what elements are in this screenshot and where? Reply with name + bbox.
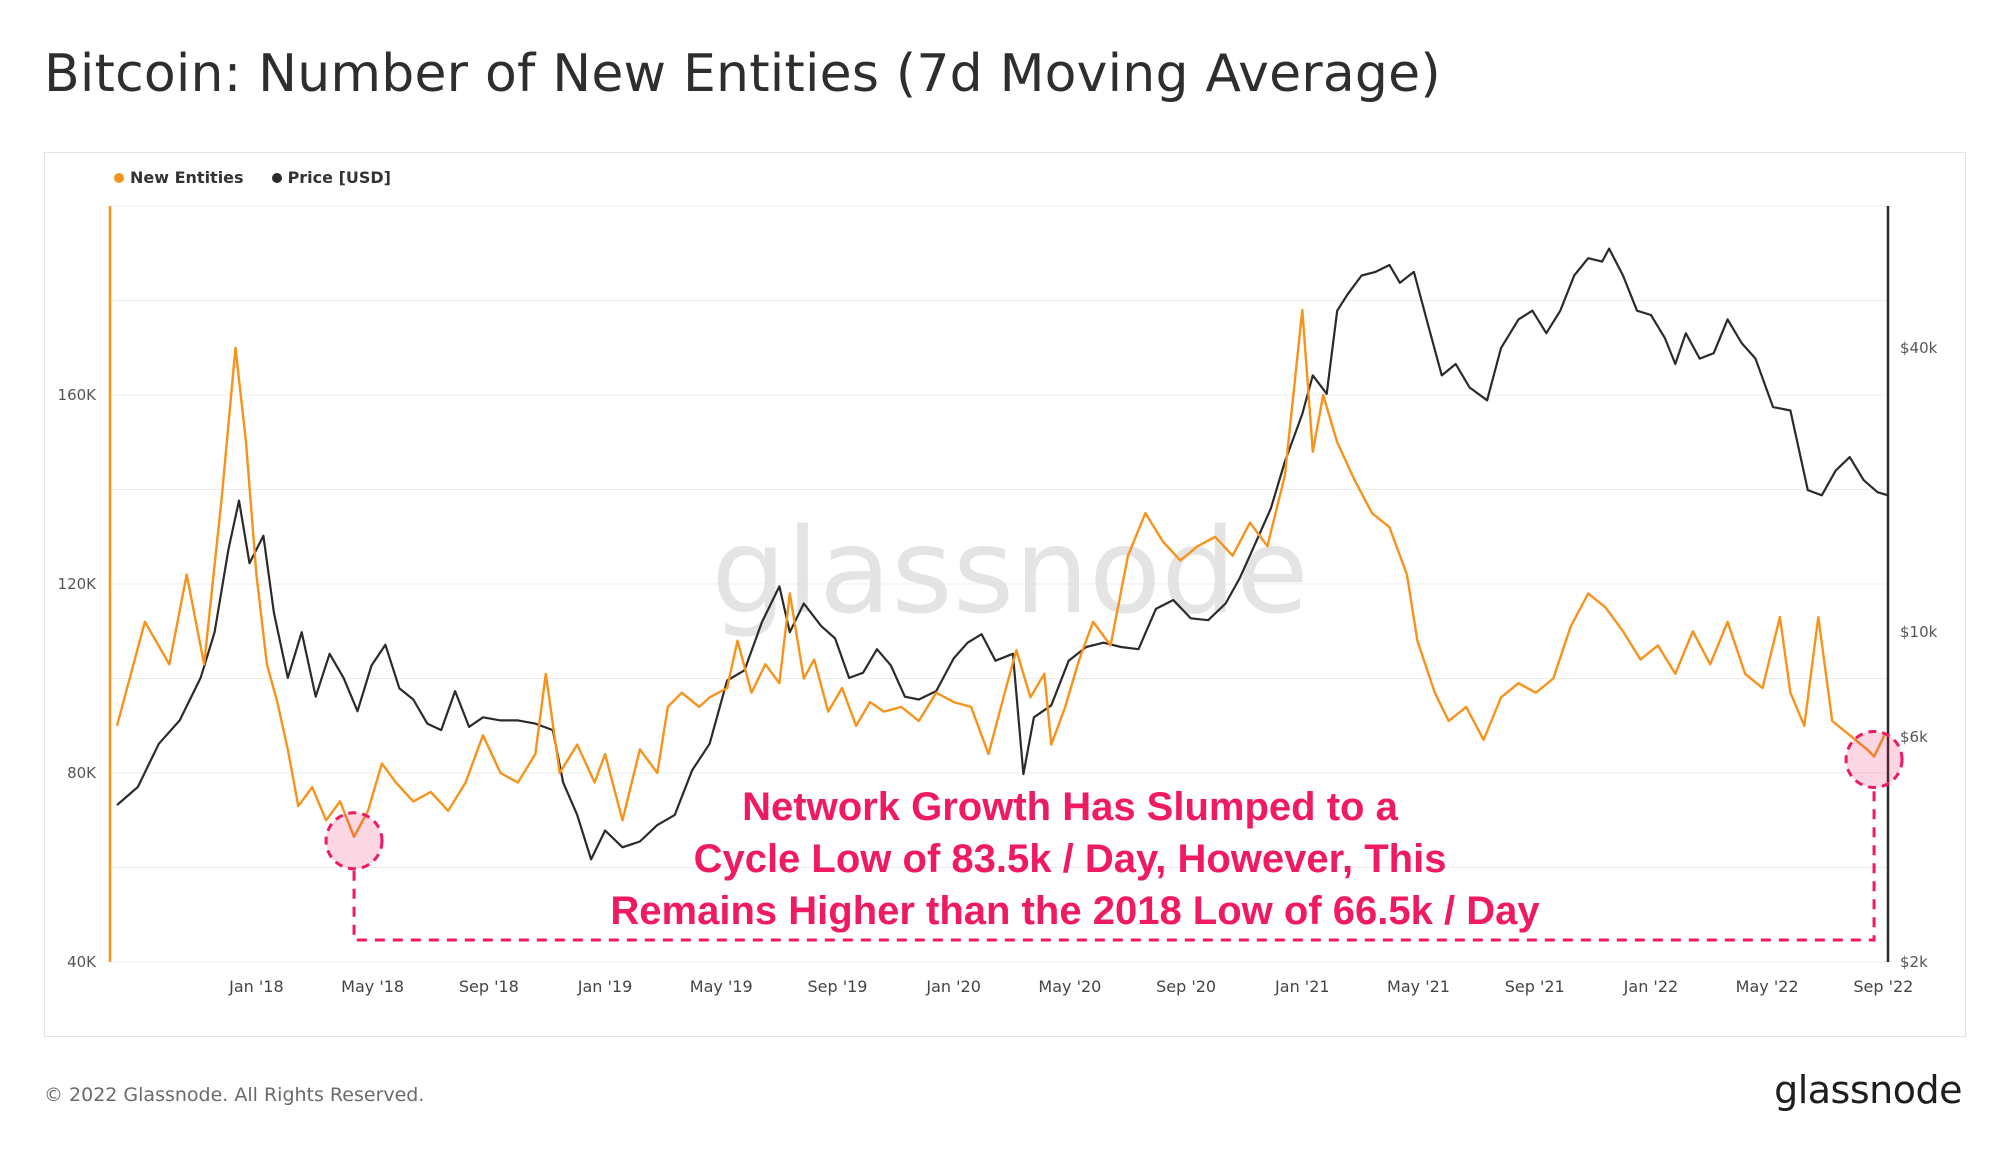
x-tick-label: May '19 [690,977,753,996]
highlight-circle-cycle-low [1844,729,1904,789]
annotation-line: Cycle Low of 83.5k / Day, However, This [694,837,1447,881]
x-tick-label: Sep '21 [1505,977,1565,996]
x-tick-label: Jan '19 [577,977,633,996]
x-tick-label: May '18 [341,977,404,996]
x-tick-label: May '22 [1736,977,1799,996]
legend: New Entities Price [USD] [114,168,391,187]
annotation-line: Remains Higher than the 2018 Low of 66.5… [610,889,1540,933]
legend-label-new-entities: New Entities [130,168,244,187]
right-tick-label: $10k [1900,623,1938,641]
dashed-connector [352,789,1876,942]
legend-dot-price [271,172,282,183]
right-tick-label: $6k [1900,728,1928,746]
x-tick-label: May '20 [1038,977,1101,996]
legend-item-new-entities[interactable]: New Entities [114,168,244,187]
x-tick-label: May '21 [1387,977,1450,996]
annotation-line: Network Growth Has Slumped to a [742,785,1398,829]
watermark-text: glassnode [711,502,1308,640]
legend-item-price[interactable]: Price [USD] [271,168,391,187]
left-tick-label: 80K [67,764,97,782]
x-tick-label: Sep '22 [1853,977,1913,996]
price-series-line [116,247,1889,861]
chart-title: Bitcoin: Number of New Entities (7d Movi… [44,44,1441,104]
x-tick-label: Jan '18 [228,977,284,996]
left-tick-label: 40K [67,953,97,971]
chart-panel [44,152,1966,1037]
x-tick-label: Jan '22 [1623,977,1679,996]
copyright-footer: © 2022 Glassnode. All Rights Reserved. [44,1084,425,1106]
right-tick-label: $2k [1900,953,1928,971]
right-tick-label: $40k [1900,339,1938,357]
left-tick-label: 120K [58,575,98,593]
legend-dot-new-entities [114,172,124,183]
new-entities-series-line [115,308,1886,838]
x-tick-label: Sep '18 [459,977,519,996]
x-tick-label: Sep '19 [807,977,867,996]
x-tick-label: Sep '20 [1156,977,1216,996]
x-tick-label: Jan '21 [1274,977,1330,996]
highlight-circle-2018-low [324,811,384,871]
left-tick-label: 160K [58,386,98,404]
legend-label-price: Price [USD] [287,168,391,187]
brand-logo-text: glassnode [1774,1068,1962,1112]
x-tick-label: Jan '20 [925,977,981,996]
